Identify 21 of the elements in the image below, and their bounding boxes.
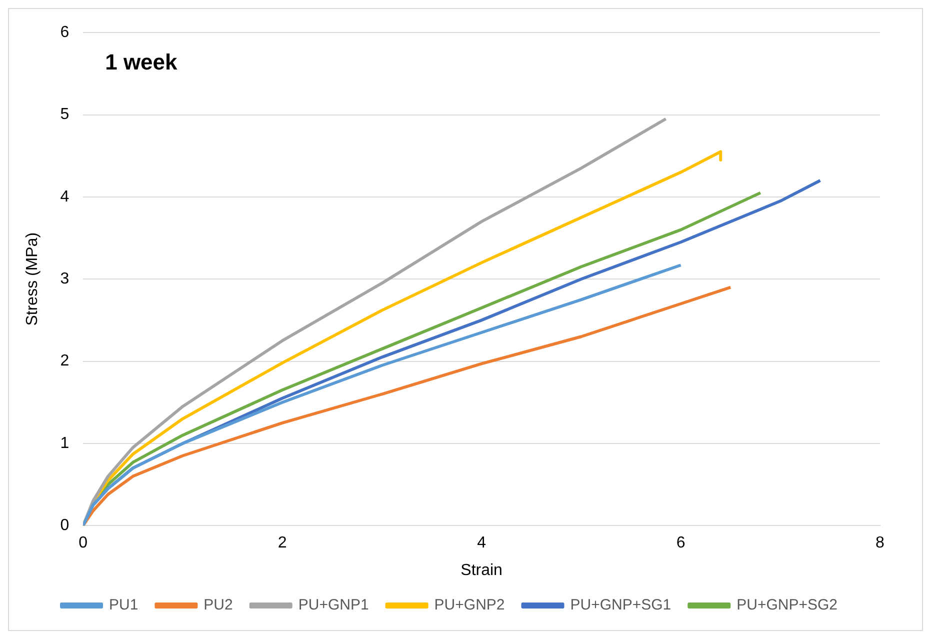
y-tick-label: 0 <box>60 517 70 534</box>
y-tick-label: 3 <box>60 270 70 288</box>
legend-label: PU2 <box>204 596 233 614</box>
y-tick-label: 1 <box>60 434 70 452</box>
x-tick-label: 6 <box>676 534 686 552</box>
y-tick-label: 4 <box>60 188 70 206</box>
y-tick-label: 2 <box>60 352 70 370</box>
legend-label: PU+GNP+SG1 <box>570 596 672 614</box>
x-tick-label: 0 <box>78 534 88 552</box>
y-axis-title: Stress (MPa) <box>24 232 42 326</box>
legend-label: PU+GNP2 <box>434 596 505 614</box>
y-tick-label: 5 <box>60 106 70 124</box>
legend-label: PU1 <box>109 596 138 614</box>
y-tick-label: 6 <box>60 24 70 42</box>
x-tick-label: 2 <box>278 534 287 552</box>
x-tick-label: 8 <box>876 534 885 552</box>
x-axis-title: Strain <box>460 562 502 579</box>
legend-label: PU+GNP+SG2 <box>736 596 838 614</box>
legend-label: PU+GNP1 <box>298 596 369 614</box>
x-tick-label: 4 <box>477 534 486 552</box>
annotation: 1 week <box>105 50 178 75</box>
